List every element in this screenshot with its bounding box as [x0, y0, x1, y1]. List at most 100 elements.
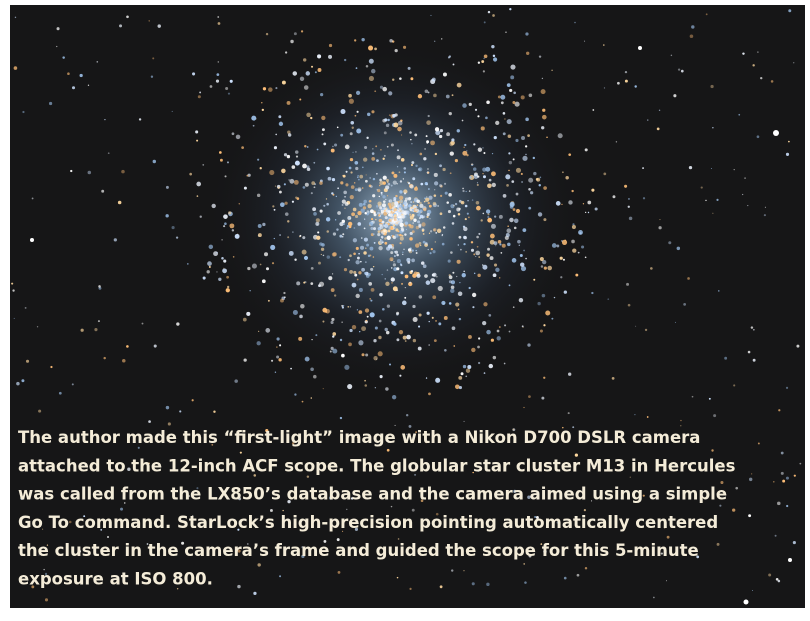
star [701, 186, 703, 188]
star [272, 205, 274, 207]
star [498, 240, 502, 244]
star [374, 90, 376, 92]
star [307, 146, 309, 148]
star [388, 230, 391, 233]
star [440, 129, 443, 132]
star [339, 222, 343, 226]
star [509, 218, 513, 222]
star [410, 139, 412, 141]
star [429, 321, 430, 322]
star [280, 299, 284, 303]
star [617, 82, 620, 85]
star [282, 81, 286, 85]
star [356, 67, 358, 69]
star [320, 210, 323, 213]
star [432, 295, 436, 299]
star [401, 134, 402, 135]
star [25, 307, 27, 309]
star [716, 199, 718, 201]
star [428, 344, 430, 346]
star [342, 204, 344, 206]
star [244, 358, 247, 361]
star [382, 195, 385, 198]
star [516, 168, 521, 173]
star [369, 59, 374, 64]
star [451, 569, 453, 571]
star [409, 237, 412, 240]
star [462, 103, 467, 108]
star [187, 263, 189, 265]
star [411, 164, 413, 166]
star [397, 155, 401, 159]
star [551, 318, 553, 320]
star [749, 478, 752, 481]
star [332, 349, 337, 354]
star [409, 282, 411, 284]
star [403, 336, 407, 340]
star [358, 340, 363, 345]
star [471, 164, 472, 165]
star [353, 252, 356, 255]
star [545, 310, 550, 315]
star [625, 80, 628, 83]
star [683, 303, 686, 306]
star [165, 214, 168, 217]
star [419, 211, 422, 214]
star [742, 52, 744, 54]
star [691, 25, 694, 28]
star [153, 160, 156, 163]
star [279, 344, 281, 346]
star [477, 346, 480, 349]
star [777, 502, 780, 505]
star [492, 14, 495, 17]
star [235, 234, 240, 239]
star [546, 136, 548, 138]
star [505, 32, 506, 33]
star [461, 201, 465, 205]
star [540, 177, 542, 179]
star [371, 157, 375, 161]
star [507, 83, 511, 87]
star [519, 245, 520, 246]
star [710, 85, 713, 88]
star [491, 45, 494, 48]
star [748, 514, 751, 517]
star [344, 365, 349, 370]
star [266, 33, 268, 35]
star [293, 310, 298, 315]
star [472, 582, 475, 585]
star [427, 213, 430, 216]
star [345, 183, 348, 186]
star [512, 258, 517, 263]
star [409, 214, 411, 216]
star [626, 283, 629, 286]
star [400, 204, 401, 205]
star [375, 326, 378, 329]
star [382, 87, 387, 92]
star [556, 245, 559, 248]
star [299, 99, 301, 101]
star [435, 153, 437, 155]
star [218, 278, 221, 281]
star [225, 175, 227, 177]
star [373, 266, 374, 267]
star [409, 588, 411, 590]
star [675, 322, 676, 323]
star [348, 306, 349, 307]
star [467, 213, 469, 215]
star [359, 331, 360, 332]
star [585, 212, 586, 213]
star [328, 177, 332, 181]
star [397, 230, 399, 232]
star [657, 128, 660, 131]
star [398, 538, 400, 540]
star [221, 257, 224, 260]
star [402, 254, 403, 255]
star [367, 113, 370, 116]
star [400, 264, 402, 266]
star [450, 151, 454, 155]
star [371, 218, 373, 220]
star [158, 24, 161, 27]
star [585, 148, 588, 151]
star [469, 190, 470, 191]
